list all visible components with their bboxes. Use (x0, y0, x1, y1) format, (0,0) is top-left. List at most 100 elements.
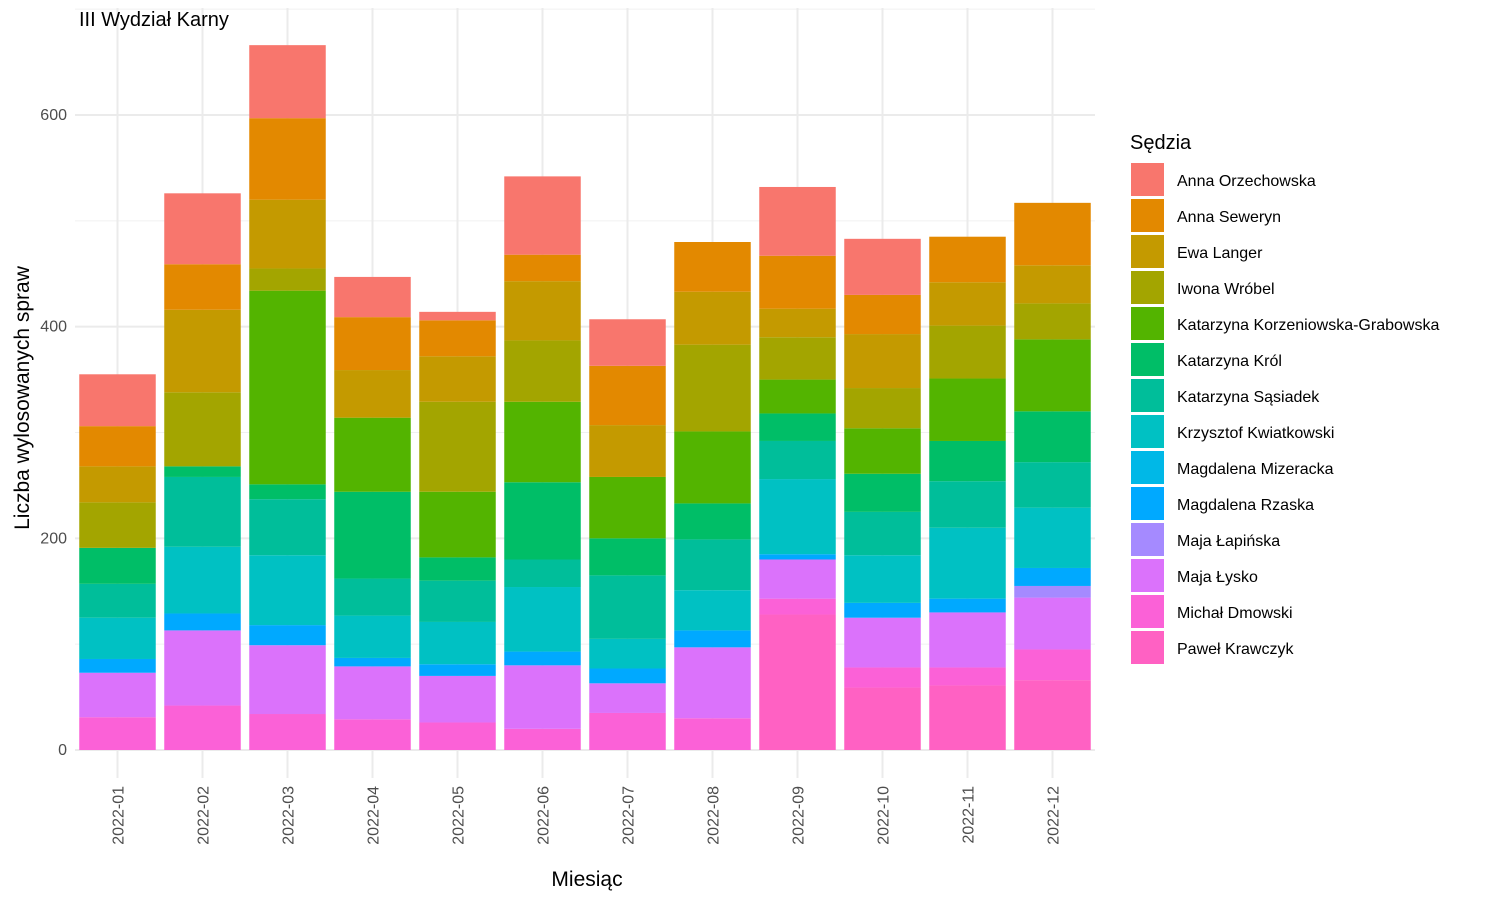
bar-segment-katarzyna-kro-l (504, 482, 581, 560)
bar-segment-anna-orzechowska (589, 319, 666, 366)
bar-segment-micha-dmowski (844, 667, 921, 688)
bar-segment-iwona-wro-bel (249, 268, 326, 291)
bar-segment-anna-orzechowska (504, 176, 581, 255)
bar-segment-katarzyna-korzeniowska-grabowska (334, 417, 411, 492)
bar-stacks (79, 45, 1091, 750)
bar-segment-micha-dmowski (1014, 649, 1091, 681)
legend-title: Sędzia (1130, 132, 1192, 154)
bar-segment-katarzyna-kro-l (929, 440, 1006, 482)
chart-title: III Wydział Karny (79, 9, 229, 31)
bar-segment-ewa-langer (249, 199, 326, 269)
bar-segment-katarzyna-kro-l (674, 503, 751, 540)
bar-segment-iwona-wro-bel (164, 392, 241, 467)
x-tick-label: 2022-11 (961, 786, 978, 844)
legend-label: Katarzyna Sąsiadek (1177, 389, 1320, 406)
bar-segment-ewa-langer (929, 282, 1006, 326)
legend-key (1131, 487, 1164, 520)
bar-segment-iwona-wro-bel (504, 340, 581, 402)
bar-segment-maja-ysko (79, 672, 156, 718)
bar-segment-krzysztof-kwiatkowski (504, 587, 581, 652)
bar-segment-pawe-krawczyk (1014, 680, 1091, 750)
x-tick-label: 2022-03 (281, 786, 298, 845)
bar-segment-iwona-wro-bel (1014, 303, 1091, 340)
bar-segment-ewa-langer (844, 334, 921, 389)
bar-segment-magdalena-rzaska (674, 630, 751, 648)
legend-label: Maja Łapińska (1177, 533, 1280, 550)
legend: Sędzia Anna Orzechowska Anna Seweryn Ewa L… (1130, 132, 1439, 664)
bar-segment-krzysztof-kwiatkowski (759, 479, 836, 555)
bar-segment-ewa-langer (504, 281, 581, 341)
bar-segment-katarzyna-sa-siadek (334, 578, 411, 616)
bar-segment-micha-dmowski (79, 717, 156, 750)
bar-segment-micha-dmowski (419, 722, 496, 750)
bar-segment-micha-dmowski (589, 712, 666, 750)
bar-segment-katarzyna-korzeniowska-grabowska (674, 431, 751, 504)
bar-segment-katarzyna-sa-siadek (674, 539, 751, 591)
x-tick-label: 2022-01 (111, 786, 128, 845)
bar-segment-krzysztof-kwiatkowski (164, 546, 241, 614)
bar-segment-katarzyna-korzeniowska-grabowska (249, 290, 326, 485)
bar-segment-micha-dmowski (674, 718, 751, 750)
bar-segment-iwona-wro-bel (759, 337, 836, 380)
bar-segment-iwona-wro-bel (844, 388, 921, 429)
x-tick-label: 2022-04 (366, 786, 383, 845)
legend-key (1131, 631, 1164, 664)
bar-segment-krzysztof-kwiatkowski (79, 617, 156, 659)
y-tick-label: 0 (58, 742, 67, 759)
bar-segment-anna-seweryn (1014, 202, 1091, 266)
bar-segment-magdalena-rzaska (334, 657, 411, 667)
bar-segment-krzysztof-kwiatkowski (1014, 507, 1091, 568)
bar-segment-iwona-wro-bel (79, 502, 156, 548)
y-tick-label: 600 (40, 107, 67, 124)
bar-segment-maja-ysko (759, 559, 836, 599)
bar-segment-iwona-wro-bel (674, 344, 751, 432)
bar-segment-anna-seweryn (164, 264, 241, 310)
bar-segment-pawe-krawczyk (929, 685, 1006, 750)
y-tick-label: 400 (40, 319, 67, 336)
bar-segment-anna-seweryn (589, 365, 666, 426)
bar-segment-anna-seweryn (674, 242, 751, 292)
bar-segment-anna-seweryn (504, 254, 581, 282)
bar-segment-magdalena-rzaska (249, 625, 326, 646)
x-tick-label: 2022-05 (451, 786, 468, 845)
bar-segment-katarzyna-sa-siadek (759, 440, 836, 480)
bar-segment-ewa-langer (759, 308, 836, 338)
legend-label: Ewa Langer (1177, 245, 1263, 262)
bar-segment-magdalena-rzaska (1014, 567, 1091, 586)
bar-segment-ewa-langer (164, 309, 241, 393)
x-tick-label: 2022-09 (791, 786, 808, 845)
bar-segment-maja-ysko (334, 666, 411, 720)
bar-segment-anna-seweryn (419, 320, 496, 357)
bar-segment-katarzyna-korzeniowska-grabowska (1014, 339, 1091, 412)
legend-key (1131, 451, 1164, 484)
bar-segment-ewa-langer (589, 425, 666, 477)
bar-segment-ewa-langer (419, 356, 496, 402)
bar-segment-maja-ysko (164, 630, 241, 706)
bar-segment-iwona-wro-bel (929, 325, 1006, 379)
legend-key (1131, 199, 1164, 232)
legend-key (1131, 379, 1164, 412)
bar-segment-anna-seweryn (929, 236, 1006, 283)
legend-label: Magdalena Mizeracka (1177, 461, 1334, 478)
bar-segment-anna-seweryn (334, 317, 411, 371)
bar-segment-anna-orzechowska (79, 374, 156, 427)
bar-segment-magdalena-rzaska (419, 664, 496, 676)
legend-key (1131, 343, 1164, 376)
x-axis-ticks: 2022-01 2022-02 2022-03 2022-04 2022-05 2022-… (111, 786, 1063, 845)
bar-segment-katarzyna-korzeniowska-grabowska (929, 378, 1006, 441)
x-tick-label: 2022-07 (621, 786, 638, 845)
bar-segment-katarzyna-kro-l (249, 484, 326, 500)
bar-segment-katarzyna-korzeniowska-grabowska (504, 401, 581, 483)
bar-segment-katarzyna-sa-siadek (249, 499, 326, 556)
bar-segment-katarzyna-kro-l (334, 491, 411, 579)
bar-segment-magdalena-rzaska (164, 613, 241, 631)
legend-key (1131, 271, 1164, 304)
legend-key (1131, 163, 1164, 196)
bar-segment-katarzyna-sa-siadek (929, 481, 1006, 528)
bar-segment-micha-dmowski (759, 598, 836, 615)
legend-label: Magdalena Rzaska (1177, 497, 1314, 514)
legend-label: Krzysztof Kwiatkowski (1177, 425, 1334, 442)
bar-segment-micha-dmowski (249, 714, 326, 750)
bar-segment-katarzyna-korzeniowska-grabowska (589, 476, 666, 539)
